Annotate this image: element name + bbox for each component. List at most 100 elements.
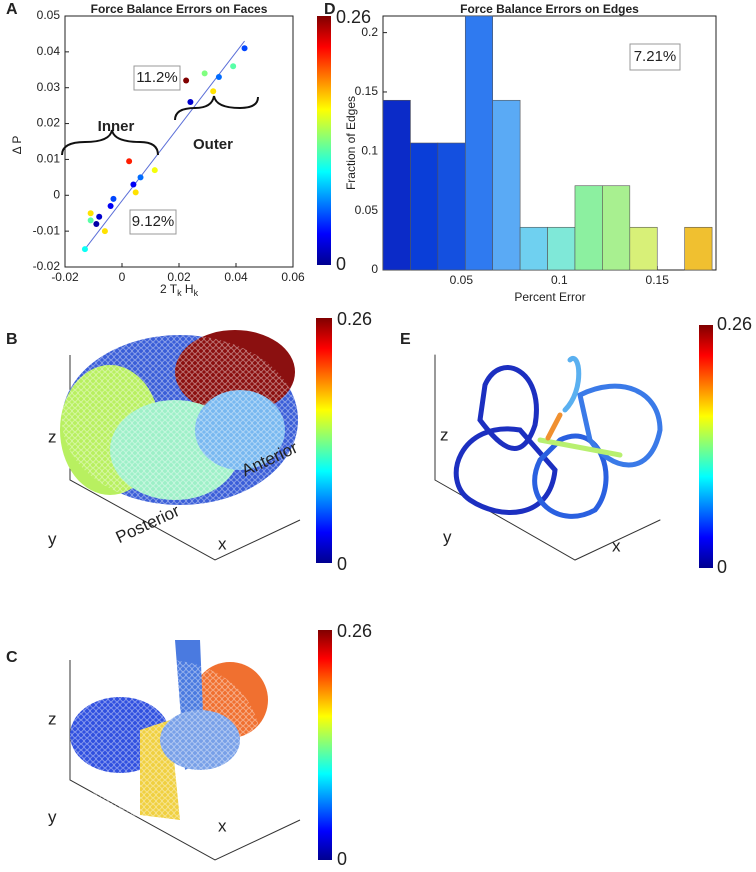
scatter-point [132,189,139,196]
chart-title: Force Balance Errors on Edges [460,2,639,16]
annotation: Inner [98,118,135,135]
x-axis-label-part: k [177,288,182,298]
scatter-point [107,203,114,210]
colorbar-e [699,325,713,568]
y-axis-label: Fraction of Edges [344,96,358,190]
annotation: Outer [193,136,233,153]
y-tick-label: 0.15 [355,84,379,98]
annotation: 7.21% [634,48,677,65]
annotation: Posterior [113,501,183,547]
histogram-bar [547,226,576,271]
histogram-bar [602,185,631,271]
panel-letter: E [400,331,411,348]
colorbar-a [317,16,331,265]
x-axis-label-part: H [182,282,194,296]
axis-label-3d: z [440,425,449,444]
y-tick-label: 0.03 [37,80,61,94]
x-axis-label: Percent Error [514,290,585,304]
y-tick-label: 0.05 [355,203,379,217]
colorbar-tick-label: 0 [717,557,727,577]
chart-title: Force Balance Errors on Faces [91,2,268,16]
histogram-bar [519,226,548,271]
panel-letter: A [6,1,18,18]
annotation-box [629,43,681,71]
histogram-bar [437,142,466,271]
axis-label-3d: y [443,527,452,546]
y-tick-label: -0.01 [33,223,61,237]
x-tick-label: 0.06 [281,270,305,284]
annotation: 9.12% [132,213,175,230]
y-tick-label: 0.01 [37,152,61,166]
x-axis-label: 2 Tk Hk [160,282,199,298]
scatter-point [81,246,88,253]
colorbar-tick-label: 0.26 [336,7,371,27]
scatter-point [87,217,94,224]
axis-label-3d: y [48,529,57,548]
x-tick-label: 0 [119,270,126,284]
y-tick-label: 0.2 [361,25,378,39]
scatter-point [187,99,194,106]
axis-label-3d: z [48,427,57,446]
colorbar-b [316,318,332,563]
scatter-point [110,195,117,202]
y-tick-label: 0.05 [37,8,61,22]
x-tick-label: 0.04 [224,270,248,284]
y-tick-label: -0.02 [33,259,61,273]
y-tick-label: 0.1 [361,143,378,157]
scatter-point [201,70,208,77]
x-tick-label: 0.15 [646,273,670,287]
annotation-box [133,65,181,91]
y-tick-label: 0.02 [37,116,61,130]
scatter-point [210,88,217,95]
x-tick-label: 0.05 [450,273,474,287]
colorbar-tick-label: 0.26 [717,314,752,334]
histogram-bar [410,142,439,271]
x-tick-label: 0.1 [551,273,568,287]
colorbar-tick-label: 0 [337,849,347,869]
scatter-point [87,210,94,217]
axis-label-3d: y [48,807,57,826]
histogram-bar [382,99,411,271]
scatter-point [126,158,133,165]
panel-letter: D [324,1,336,18]
y-tick-label: 0 [371,262,378,276]
x-tick-label: 0.02 [167,270,191,284]
panel-e-shapes [434,354,663,561]
annotation-box [129,209,177,235]
colorbar-tick-label: 0 [337,554,347,574]
scatter-point [93,220,100,227]
axis-label-3d: x [218,816,227,835]
y-tick-label: 0.04 [37,44,61,58]
histogram-bar [629,226,658,271]
scatter-point [137,174,144,181]
panel-b-shapes [60,330,301,561]
y-axis-label: Δ P [10,136,24,155]
scatter-point [241,45,248,52]
scatter-point [183,77,190,84]
axis-label-3d: x [612,536,621,555]
histogram-bar [574,185,603,271]
colorbar-tick-label: 0.26 [337,621,372,641]
scatter-point [151,167,158,174]
x-axis-label-part: 2 T [160,282,178,296]
histogram-bar [492,99,521,271]
x-axis-label-part: k [194,288,199,298]
axis-label-3d: x [218,534,227,553]
histogram-bar [464,15,493,271]
axis-label-3d: z [48,709,57,728]
colorbar-tick-label: 0 [336,254,346,274]
colorbar-c [318,630,332,860]
scatter-point [215,73,222,80]
panel-c-shapes [69,640,301,861]
colorbar-tick-label: 0.26 [337,309,372,329]
scatter-point [230,63,237,70]
scatter-point [101,228,108,235]
brace [174,95,259,121]
panel-letter: B [6,331,18,348]
brace [61,129,159,156]
histogram-bar [684,226,713,271]
x-tick-label: -0.02 [51,270,79,284]
annotation: 11.2% [136,69,177,86]
y-tick-label: 0 [53,187,60,201]
